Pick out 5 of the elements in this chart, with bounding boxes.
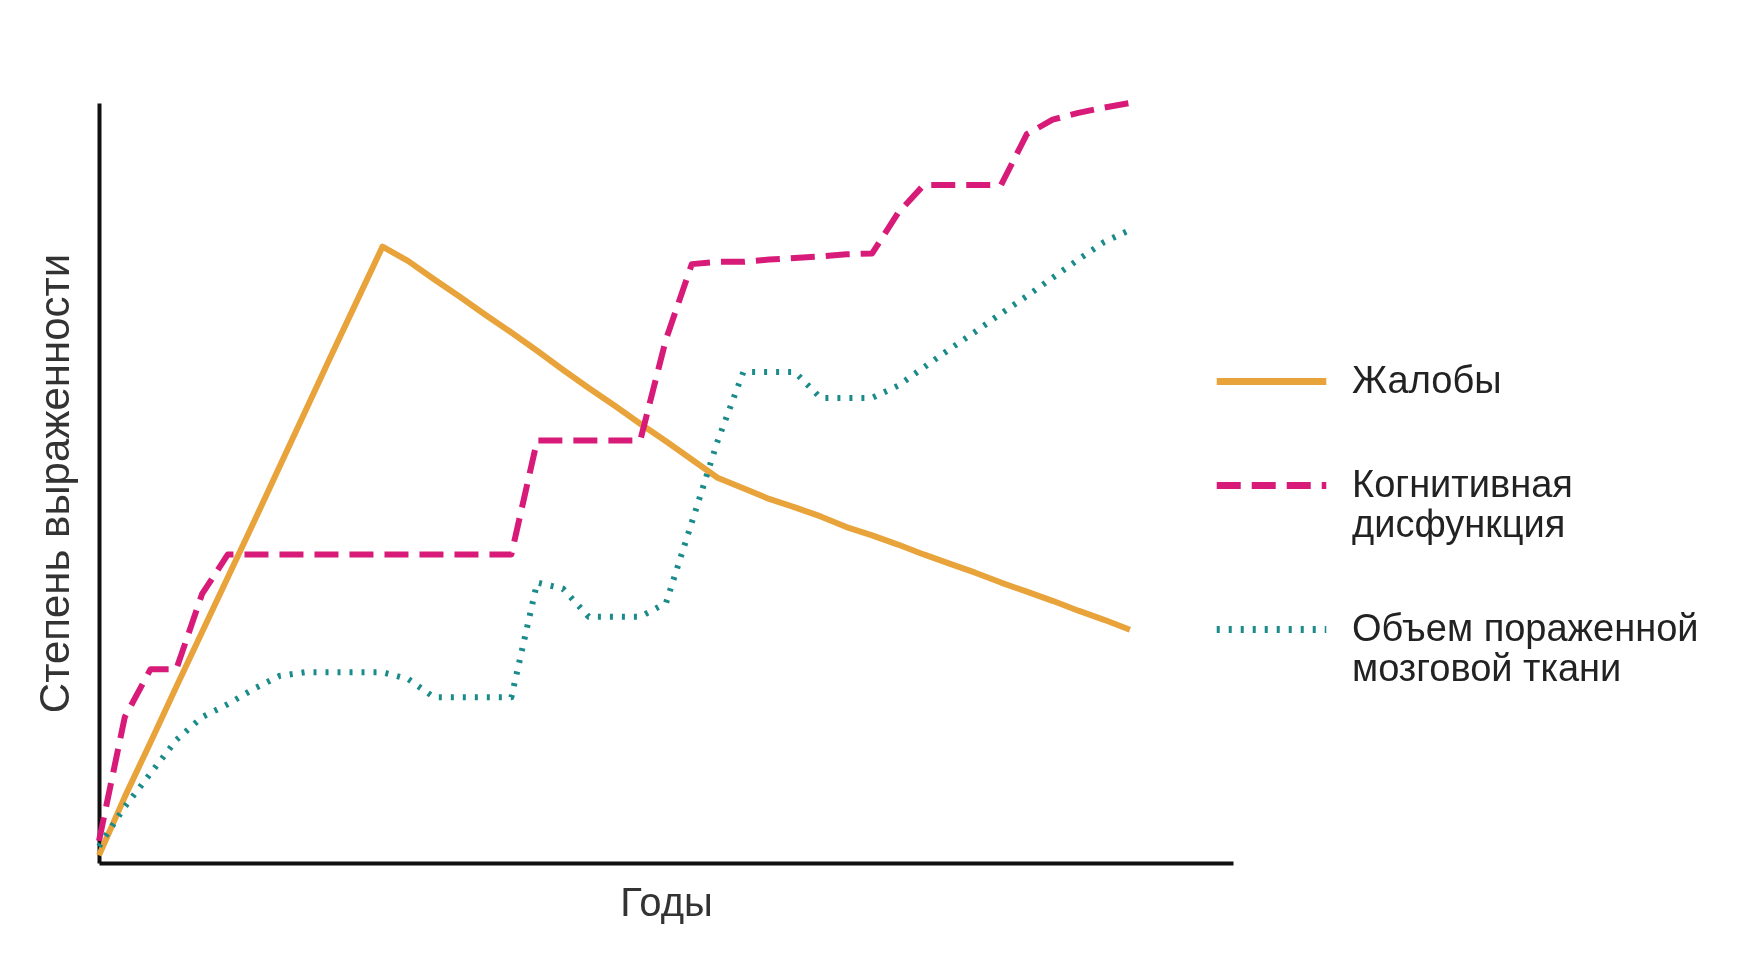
y-axis-title: Степень выраженности — [30, 253, 78, 714]
x-axis-title: Годы — [620, 879, 713, 924]
legend-label: Когнитивная дисфункция — [1352, 462, 1573, 545]
legend-label: Объем пораженной мозговой ткани — [1352, 606, 1699, 689]
legend-label: Жалобы — [1352, 358, 1502, 401]
